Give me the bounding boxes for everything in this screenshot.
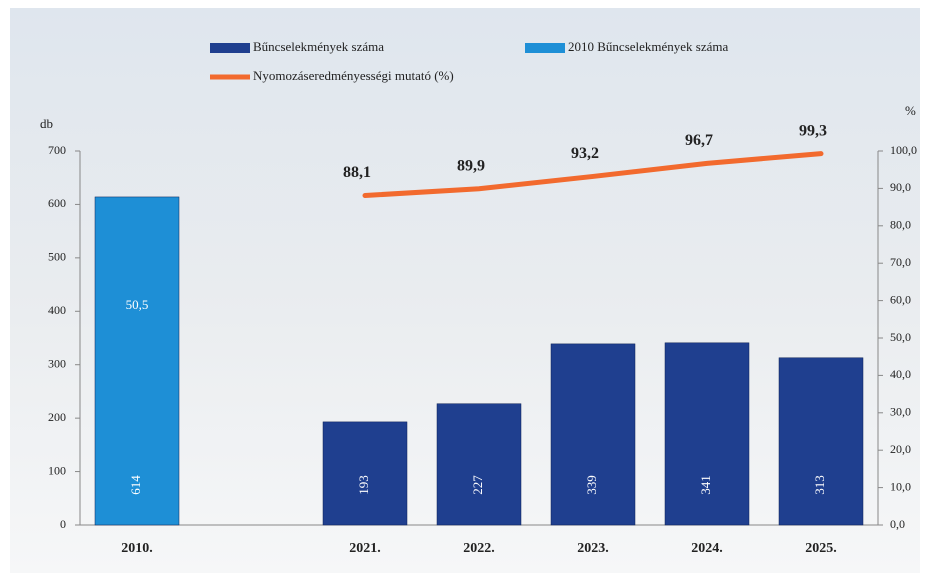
line-value-label: 96,7 — [685, 132, 713, 149]
bar-value-label: 614 — [128, 475, 143, 495]
y2-tick-label: 70,0 — [890, 255, 911, 269]
legend-label: Bűncselekmények száma — [253, 39, 384, 54]
legend-swatch — [210, 43, 250, 53]
legend-label: 2010 Bűncselekmények száma — [568, 39, 729, 54]
line-value-label: 89,9 — [457, 157, 485, 174]
bar — [323, 422, 407, 525]
y-axis-label: db — [40, 116, 53, 131]
y2-tick-label: 50,0 — [890, 330, 911, 344]
y2-tick-label: 40,0 — [890, 367, 911, 381]
legend-label: Nyomozáseredményességi mutató (%) — [253, 68, 454, 83]
y2-tick-label: 20,0 — [890, 442, 911, 456]
y2-tick-label: 90,0 — [890, 180, 911, 194]
bar-value-label: 227 — [470, 475, 485, 495]
y2-tick-label: 30,0 — [890, 405, 911, 419]
x-tick-label: 2022. — [463, 541, 495, 556]
y-tick-label: 600 — [48, 196, 66, 210]
y2-tick-label: 10,0 — [890, 479, 911, 493]
y-tick-label: 300 — [48, 356, 66, 370]
bar — [437, 404, 521, 525]
line-value-label: 99,3 — [799, 122, 827, 139]
y-tick-label: 700 — [48, 143, 66, 157]
bar-value-label: 341 — [698, 475, 713, 495]
y-tick-label: 200 — [48, 410, 66, 424]
line-value-label: 93,2 — [571, 145, 599, 162]
x-tick-label: 2024. — [691, 541, 723, 556]
bar-value-label: 339 — [584, 475, 599, 495]
line-value-label: 88,1 — [343, 164, 371, 181]
bar — [779, 358, 863, 525]
y-tick-label: 0 — [60, 517, 66, 531]
x-tick-label: 2023. — [577, 541, 609, 556]
y2-tick-label: 100,0 — [890, 143, 917, 157]
y-tick-label: 100 — [48, 463, 66, 477]
bar — [551, 344, 635, 525]
y-tick-label: 400 — [48, 303, 66, 317]
chart: db % 0 100 200 300 400 500 600 700 0,0 10,0 20,0 30… — [0, 0, 929, 579]
bar — [665, 343, 749, 525]
bar-value-label: 193 — [356, 475, 371, 495]
line-value-label: 50,5 — [126, 297, 149, 312]
y2-tick-label: 60,0 — [890, 292, 911, 306]
legend-swatch — [525, 43, 565, 53]
bar-value-label: 313 — [812, 475, 827, 495]
x-tick-label: 2010. — [121, 541, 153, 556]
y-tick-label: 500 — [48, 250, 66, 264]
y2-tick-label: 0,0 — [890, 517, 905, 531]
x-tick-label: 2025. — [805, 541, 837, 556]
y2-axis-label: % — [905, 103, 916, 118]
x-tick-label: 2021. — [349, 541, 381, 556]
y2-tick-label: 80,0 — [890, 218, 911, 232]
